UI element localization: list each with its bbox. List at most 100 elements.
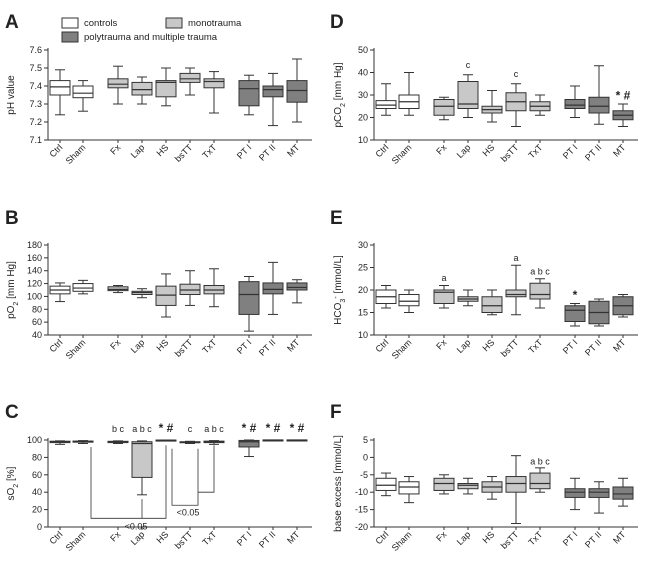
ylabel-part: [mmol/L] xyxy=(333,255,344,296)
p-value-label: <0.05 xyxy=(177,507,200,517)
y-tick-label: 100 xyxy=(27,291,42,301)
iqr-box xyxy=(107,78,129,89)
x-category-label: HS xyxy=(480,529,496,545)
iqr-box xyxy=(203,78,225,89)
y-axis-label: base excess [mmol/L] xyxy=(333,435,344,532)
box-TxT xyxy=(529,467,551,493)
y-tick-label: -20 xyxy=(355,522,368,532)
x-category-label: HS xyxy=(154,529,170,545)
x-category-label: Fx xyxy=(108,529,122,543)
comparison-bracket xyxy=(171,448,199,506)
y-tick-label: -15 xyxy=(355,505,368,515)
box-TxT xyxy=(203,71,225,114)
iqr-box xyxy=(505,289,527,298)
y-tick-label: 5 xyxy=(363,435,368,445)
y-tick-label: -5 xyxy=(360,470,368,480)
box-MT xyxy=(286,58,308,123)
box-Fx xyxy=(433,285,455,309)
x-category-label: Lap xyxy=(129,337,147,355)
y-tick-label: 40 xyxy=(32,487,42,497)
legend-label-poly: polytrauma and multiple trauma xyxy=(84,32,218,43)
box-Sham xyxy=(72,80,94,112)
x-category-label: PT I xyxy=(235,529,254,548)
x-category-label: MT xyxy=(285,337,302,354)
iqr-box xyxy=(398,294,420,307)
panel-letter-F: F xyxy=(330,402,342,423)
y-tick-label: 20 xyxy=(32,505,42,515)
significance-label: * # xyxy=(616,89,631,103)
significance-label: a b c xyxy=(132,424,152,434)
box-MT xyxy=(286,439,308,442)
y-tick-label: 0 xyxy=(37,522,42,532)
iqr-box xyxy=(564,488,586,498)
box-Fx xyxy=(433,474,455,495)
x-category-label: PT I xyxy=(561,529,580,548)
box-TxT xyxy=(529,94,551,116)
box-HS xyxy=(155,273,177,318)
y-tick-label: 7.2 xyxy=(29,117,42,127)
significance-label: a xyxy=(441,273,446,283)
iqr-box xyxy=(433,477,455,491)
iqr-box xyxy=(72,85,94,99)
iqr-box xyxy=(286,80,308,103)
box-Sham xyxy=(398,72,420,116)
box-bsTT xyxy=(505,83,527,127)
significance-label: a b c xyxy=(530,456,550,466)
y-tick-label: 160 xyxy=(27,253,42,263)
ylabel-part: HCO xyxy=(333,302,344,324)
box-PT II xyxy=(262,439,284,442)
significance-label: c xyxy=(514,69,519,79)
iqr-box xyxy=(481,296,503,313)
y-tick-label: 7.3 xyxy=(29,99,42,109)
box-bsTT xyxy=(179,67,201,96)
iqr-box xyxy=(433,289,455,304)
box-Sham xyxy=(72,279,94,295)
x-category-label: Ctrl xyxy=(47,142,64,159)
significance-label: c xyxy=(188,424,193,434)
panel-letter-C: C xyxy=(5,402,19,423)
y-tick-label: 40 xyxy=(32,330,42,340)
y-tick-label: 120 xyxy=(27,279,42,289)
significance-label: * # xyxy=(242,421,257,435)
x-category-label: Sham xyxy=(390,142,414,166)
iqr-box xyxy=(529,282,551,300)
significance-label: a b c xyxy=(204,424,224,434)
ylabel-part: 2 xyxy=(13,302,20,306)
significance-label: * # xyxy=(159,421,174,435)
significance-label: * # xyxy=(266,421,281,435)
significance-label: * # xyxy=(290,421,305,435)
box-Fx xyxy=(107,440,129,444)
iqr-box xyxy=(155,80,177,98)
x-category-label: bsTT xyxy=(173,337,195,359)
box-MT xyxy=(612,103,634,127)
box-Sham xyxy=(398,289,420,313)
y-tick-label: 10 xyxy=(358,135,368,145)
x-category-label: Fx xyxy=(434,142,448,156)
box-Lap xyxy=(457,477,479,495)
p-value-label: <0.05 xyxy=(125,521,148,531)
comparison-bracket xyxy=(90,445,167,519)
box-PT II xyxy=(262,72,284,127)
x-category-label: bsTT xyxy=(173,529,195,551)
ylabel-part: [mm Hg] xyxy=(333,62,344,103)
x-category-label: Sham xyxy=(64,529,88,553)
x-category-label: HS xyxy=(480,337,496,353)
y-tick-label: 7.6 xyxy=(29,45,42,55)
y-tick-label: 20 xyxy=(358,285,368,295)
y-tick-label: 7.4 xyxy=(29,81,42,91)
iqr-box xyxy=(262,85,284,98)
x-category-label: Ctrl xyxy=(373,337,390,354)
x-category-label: bsTT xyxy=(173,142,195,164)
ylabel-part: 2 xyxy=(13,484,20,488)
ylabel-part: sO xyxy=(6,487,17,500)
legend-label-controls: controls xyxy=(84,18,118,29)
y-tick-label: 80 xyxy=(32,452,42,462)
iqr-box xyxy=(49,80,71,96)
iqr-box xyxy=(179,283,201,296)
y-axis-label: pH value xyxy=(6,75,17,115)
x-category-label: MT xyxy=(285,142,302,159)
box-Lap xyxy=(131,76,153,105)
y-tick-label: 80 xyxy=(32,304,42,314)
x-category-label: TxT xyxy=(200,529,218,547)
